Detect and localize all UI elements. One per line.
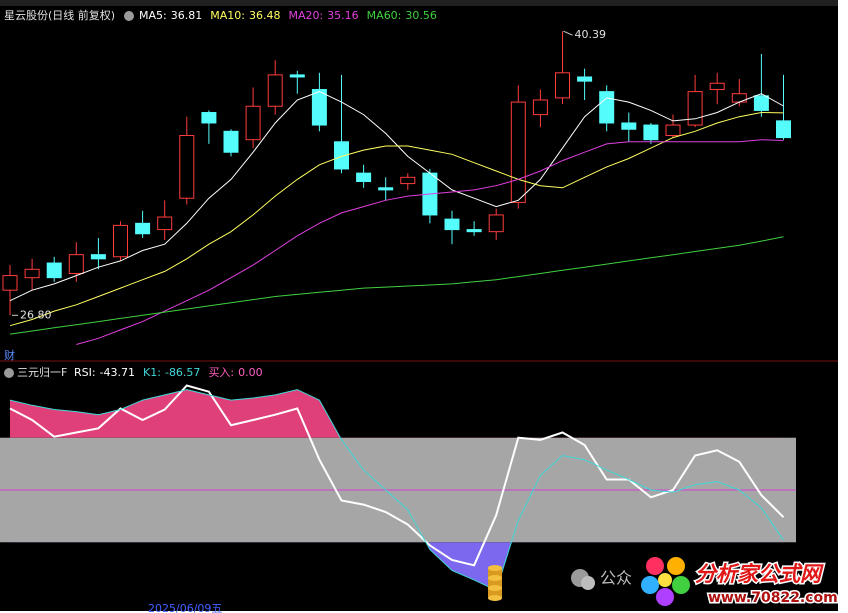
- legend-name: 买入:: [208, 366, 234, 379]
- legend-name: MA10:: [210, 9, 245, 22]
- settings-icon[interactable]: [124, 11, 134, 21]
- candle-body: [378, 187, 394, 191]
- candle-body: [24, 268, 40, 279]
- indicator-line: [9, 384, 785, 567]
- chart-title: 星云股份(日线 前复权): [4, 8, 115, 22]
- legend-value: -86.57: [165, 366, 200, 379]
- legend-value: 30.56: [405, 9, 437, 22]
- candle-body: [444, 218, 460, 231]
- candle-body: [223, 130, 239, 153]
- candle-body: [245, 105, 261, 141]
- plot-layer: 40.39 26.80: [0, 28, 796, 592]
- candle-body: [334, 141, 349, 170]
- candle-body: [289, 74, 305, 78]
- candle-body: [731, 93, 747, 103]
- candle-body: [400, 176, 416, 185]
- candle-body: [577, 76, 593, 82]
- candle-body: [68, 254, 84, 274]
- legend-name: RSI:: [74, 366, 96, 379]
- candle-body: [90, 254, 106, 260]
- legend-value: 36.81: [171, 9, 203, 22]
- candle-body: [267, 74, 283, 107]
- logo-flower: [641, 557, 690, 606]
- legend-value: 0.00: [238, 366, 263, 379]
- legend-name: MA60:: [367, 9, 402, 22]
- legend-value: 36.48: [249, 9, 281, 22]
- candle-body: [113, 224, 128, 258]
- candle-body: [135, 222, 151, 235]
- logo-url: www.70822.com: [708, 590, 838, 606]
- legend-name: K1:: [143, 366, 161, 379]
- wechat-label: 公众: [600, 569, 632, 588]
- candle-body: [599, 91, 615, 124]
- ma-line: [9, 91, 784, 302]
- candle-body: [46, 262, 62, 279]
- candle-body: [510, 101, 526, 203]
- indicator-title: 三元归一F: [17, 365, 67, 379]
- candle-body: [753, 95, 769, 111]
- candle-body: [532, 99, 548, 116]
- candle-body: [621, 122, 637, 130]
- candle-body: [466, 229, 482, 233]
- ma-legend: MA5: 36.81 MA10: 36.48 MA20: 35.16 MA60: 30.56: [139, 9, 437, 22]
- settings-icon[interactable]: [4, 368, 14, 378]
- candle-body: [2, 275, 18, 291]
- legend-value: -43.71: [100, 366, 135, 379]
- candle-body: [157, 216, 173, 231]
- indicator-line: [9, 389, 784, 592]
- annotation-label: 40.39: [575, 28, 607, 41]
- ma-line: [76, 139, 784, 345]
- logo-title: 分析家公式网: [695, 562, 824, 586]
- ma-line: [9, 236, 784, 335]
- legend-name: MA20:: [288, 9, 323, 22]
- wechat-icon: [571, 569, 595, 590]
- toolbar: [0, 0, 838, 6]
- legend-value: 35.16: [327, 9, 359, 22]
- candle-body: [643, 124, 659, 141]
- annotation-label: 26.80: [20, 308, 52, 321]
- candle-body: [488, 214, 504, 233]
- candle-body: [311, 89, 327, 126]
- candle-body: [687, 91, 703, 126]
- candle-body: [555, 72, 570, 99]
- positive-fill: [10, 389, 784, 438]
- candle-body: [709, 82, 725, 91]
- candle-body: [665, 124, 681, 137]
- candle-body: [179, 135, 195, 199]
- candle-body: [776, 120, 791, 139]
- candle-body: [201, 112, 217, 124]
- panel-tag: 财: [4, 348, 15, 362]
- legend-name: MA5:: [139, 9, 167, 22]
- date-label: 2025/06/09五: [148, 602, 222, 613]
- indicator-legend: RSI: -43.71 K1: -86.57 买入: 0.00: [74, 366, 263, 379]
- candle-body: [356, 172, 372, 182]
- ma-line: [9, 111, 784, 327]
- annotation-arrow: [563, 30, 573, 36]
- buy-signal-icon: [488, 565, 502, 601]
